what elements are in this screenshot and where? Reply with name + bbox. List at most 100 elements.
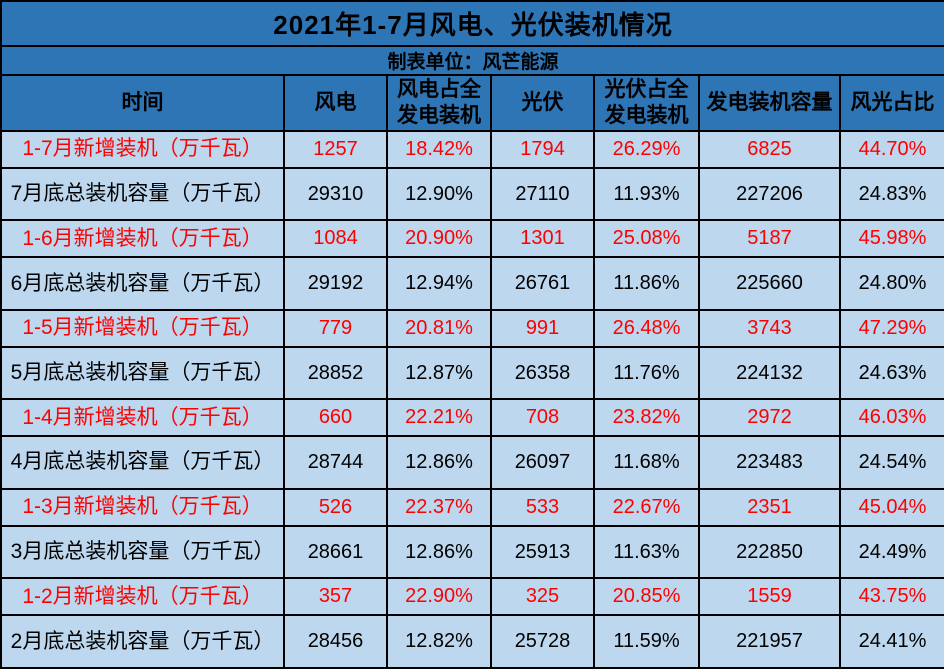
cell-value: 223483: [698, 435, 841, 490]
table-body: 1-7月新增装机（万千瓦） 1257 18.42% 1794 26.29% 6825 44.…: [0, 130, 944, 669]
cell-value: 43.75%: [838, 577, 944, 617]
cell-value: 1084: [283, 219, 388, 259]
cell-value: 29310: [283, 166, 388, 222]
col-header-total-capacity: 发电装机容量: [698, 74, 841, 132]
cell-value: 28456: [283, 614, 388, 669]
cell-value: 46.03%: [838, 398, 944, 438]
cell-value: 22.90%: [386, 577, 492, 617]
cell-value: 28852: [283, 345, 388, 401]
cell-value: 2972: [698, 398, 841, 438]
cell-value: 11.76%: [593, 345, 700, 401]
cell-value: 29192: [283, 256, 388, 311]
cell-value: 24.80%: [838, 256, 944, 311]
cell-value: 1257: [283, 130, 388, 169]
cell-value: 45.04%: [838, 487, 944, 527]
cell-value: 44.70%: [838, 130, 944, 169]
cell-value: 23.82%: [593, 398, 700, 438]
title-row: 2021年1-7月风电、光伏装机情况: [0, 0, 944, 47]
cell-value: 3743: [698, 308, 841, 348]
cell-value: 1301: [490, 219, 595, 259]
cell-value: 28661: [283, 524, 388, 580]
cell-value: 22.21%: [386, 398, 492, 438]
row-label: 4月底总装机容量（万千瓦）: [0, 435, 285, 490]
cell-value: 22.37%: [386, 487, 492, 527]
table-title: 2021年1-7月风电、光伏装机情况: [0, 0, 944, 47]
cell-value: 526: [283, 487, 388, 527]
cell-value: 25913: [490, 524, 595, 580]
cell-value: 20.90%: [386, 219, 492, 259]
row-label: 2月底总装机容量（万千瓦）: [0, 614, 285, 669]
cell-value: 991: [490, 308, 595, 348]
cell-value: 227206: [698, 166, 841, 222]
cell-value: 24.49%: [838, 524, 944, 580]
table-row: 2月底总装机容量（万千瓦） 28456 12.82% 25728 11.59% 22195…: [0, 614, 944, 669]
cell-value: 24.63%: [838, 345, 944, 401]
table-row: 1-5月新增装机（万千瓦） 779 20.81% 991 26.48% 3743 47.29…: [0, 308, 944, 348]
table-row: 6月底总装机容量（万千瓦） 29192 12.94% 26761 11.86% 22566…: [0, 256, 944, 311]
col-header-wind-share: 风电占全 发电装机: [386, 74, 492, 132]
col-header-time: 时间: [0, 74, 285, 132]
row-label: 6月底总装机容量（万千瓦）: [0, 256, 285, 311]
table-row: 1-7月新增装机（万千瓦） 1257 18.42% 1794 26.29% 6825 44.…: [0, 130, 944, 169]
column-header-row: 时间 风电 风电占全 发电装机 光伏 光伏占全 发电装机 发电装机容量 风光占比: [0, 74, 944, 132]
cell-value: 20.81%: [386, 308, 492, 348]
row-label: 5月底总装机容量（万千瓦）: [0, 345, 285, 401]
cell-value: 11.68%: [593, 435, 700, 490]
cell-value: 533: [490, 487, 595, 527]
cell-value: 12.94%: [386, 256, 492, 311]
cell-value: 1794: [490, 130, 595, 169]
cell-value: 26761: [490, 256, 595, 311]
table-row: 7月底总装机容量（万千瓦） 29310 12.90% 27110 11.93% 22720…: [0, 166, 944, 222]
row-label: 7月底总装机容量（万千瓦）: [0, 166, 285, 222]
cell-value: 5187: [698, 219, 841, 259]
col-header-solar: 光伏: [490, 74, 595, 132]
cell-value: 22.67%: [593, 487, 700, 527]
col-header-wind: 风电: [283, 74, 388, 132]
cell-value: 11.86%: [593, 256, 700, 311]
cell-value: 12.90%: [386, 166, 492, 222]
cell-value: 11.63%: [593, 524, 700, 580]
table-row: 1-3月新增装机（万千瓦） 526 22.37% 533 22.67% 2351 45.04…: [0, 487, 944, 527]
row-label: 1-2月新增装机（万千瓦）: [0, 577, 285, 617]
cell-value: 47.29%: [838, 308, 944, 348]
cell-value: 18.42%: [386, 130, 492, 169]
cell-value: 26.48%: [593, 308, 700, 348]
cell-value: 325: [490, 577, 595, 617]
cell-value: 25728: [490, 614, 595, 669]
cell-value: 25.08%: [593, 219, 700, 259]
cell-value: 1559: [698, 577, 841, 617]
cell-value: 28744: [283, 435, 388, 490]
cell-value: 708: [490, 398, 595, 438]
cell-value: 222850: [698, 524, 841, 580]
cell-value: 20.85%: [593, 577, 700, 617]
cell-value: 27110: [490, 166, 595, 222]
cell-value: 12.86%: [386, 524, 492, 580]
cell-value: 2351: [698, 487, 841, 527]
col-header-solar-share: 光伏占全 发电装机: [593, 74, 700, 132]
table-row: 1-4月新增装机（万千瓦） 660 22.21% 708 23.82% 2972 46.03…: [0, 398, 944, 438]
cell-value: 225660: [698, 256, 841, 311]
cell-value: 11.59%: [593, 614, 700, 669]
table-row: 1-2月新增装机（万千瓦） 357 22.90% 325 20.85% 1559 43.75…: [0, 577, 944, 617]
row-label: 1-5月新增装机（万千瓦）: [0, 308, 285, 348]
cell-value: 221957: [698, 614, 841, 669]
cell-value: 224132: [698, 345, 841, 401]
table-row: 5月底总装机容量（万千瓦） 28852 12.87% 26358 11.76% 22413…: [0, 345, 944, 401]
cell-value: 12.82%: [386, 614, 492, 669]
table-row: 3月底总装机容量（万千瓦） 28661 12.86% 25913 11.63% 22285…: [0, 524, 944, 580]
cell-value: 24.41%: [838, 614, 944, 669]
cell-value: 26358: [490, 345, 595, 401]
row-label: 1-6月新增装机（万千瓦）: [0, 219, 285, 259]
cell-value: 45.98%: [838, 219, 944, 259]
cell-value: 11.93%: [593, 166, 700, 222]
cell-value: 357: [283, 577, 388, 617]
cell-value: 24.54%: [838, 435, 944, 490]
cell-value: 779: [283, 308, 388, 348]
cell-value: 660: [283, 398, 388, 438]
row-label: 3月底总装机容量（万千瓦）: [0, 524, 285, 580]
row-label: 1-7月新增装机（万千瓦）: [0, 130, 285, 169]
col-header-ws-share: 风光占比: [838, 74, 944, 132]
table-row: 4月底总装机容量（万千瓦） 28744 12.86% 26097 11.68% 22348…: [0, 435, 944, 490]
